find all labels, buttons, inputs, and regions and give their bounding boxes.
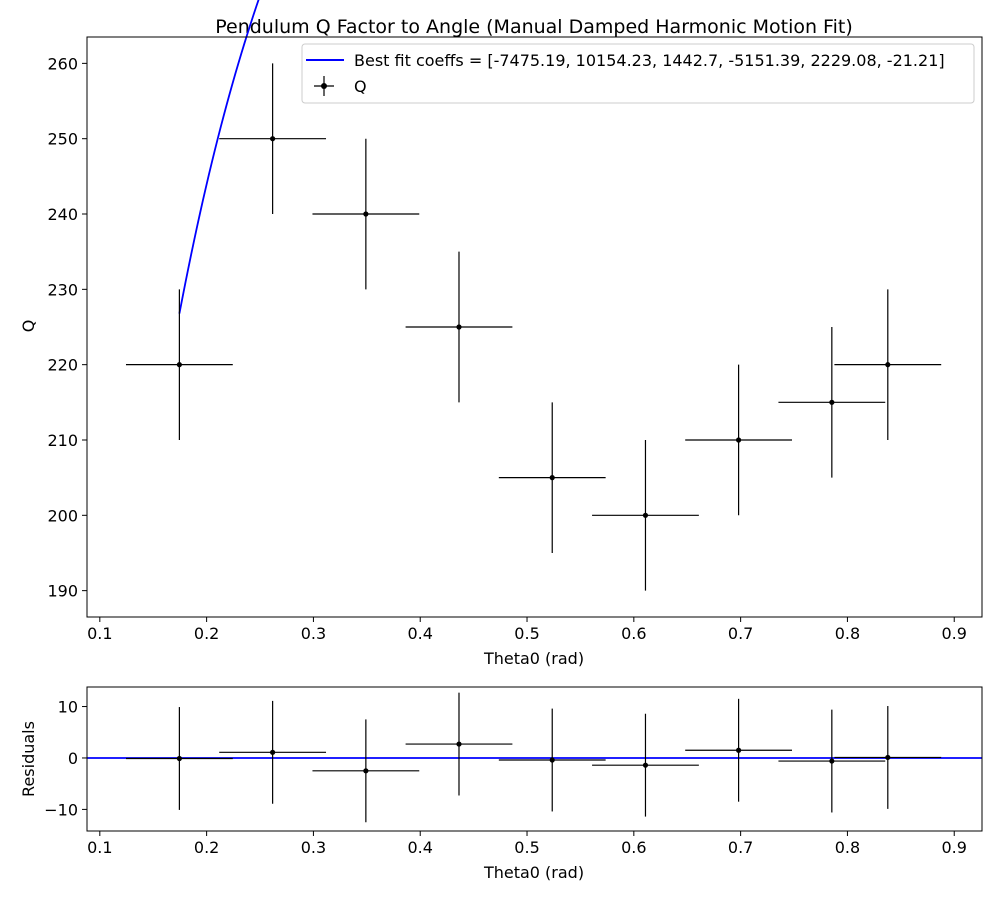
residual-data-point: [363, 768, 369, 774]
main-x-tick-label: 0.3: [301, 624, 326, 643]
residual-tick-group: 0.1 0.2 0.3 0.4 0.5 0.6 0.7 0.8 0.9 −10 0 10: [44, 698, 967, 857]
residual-data-point: [270, 749, 276, 755]
main-plot-area: [125, 0, 942, 591]
legend: Best fit coeffs = [-7475.19, 10154.23, 1…: [301, 43, 975, 104]
residual-data-point: [829, 758, 835, 764]
main-data-point: [885, 362, 891, 368]
main-axes-frame: [86, 36, 983, 618]
main-x-tick-label: 0.9: [942, 624, 967, 643]
main-data-point: [456, 324, 462, 330]
main-data-point: [176, 362, 182, 368]
legend-errorbar-marker-icon: [314, 76, 334, 96]
main-tick-group: 0.1 0.2 0.3 0.4 0.5 0.6 0.7 0.8 0.9 190 200 210 220 2…: [47, 54, 967, 643]
main-x-tick-label: 0.7: [728, 624, 753, 643]
residual-x-tick-label: 0.2: [194, 838, 219, 857]
main-y-tick-label: 220: [47, 356, 78, 375]
legend-series-label: Q: [354, 77, 367, 96]
residual-data-point: [885, 754, 891, 761]
main-x-tick-label: 0.5: [514, 624, 539, 643]
residual-data-point: [549, 757, 555, 763]
main-x-tick-label: 0.8: [835, 624, 860, 643]
chart-title: Pendulum Q Factor to Angle (Manual Dampe…: [215, 16, 853, 38]
residual-plot-area: [87, 692, 982, 823]
main-y-tick-label: 250: [47, 130, 78, 149]
residual-x-tick-label: 0.4: [407, 838, 432, 857]
residual-y-tick-label: 10: [58, 698, 78, 717]
main-x-tick-label: 0.4: [407, 624, 432, 643]
legend-frame: [301, 43, 975, 104]
residual-data-point: [456, 741, 462, 747]
main-data-point: [735, 437, 742, 443]
main-x-tick-label: 0.2: [194, 624, 219, 643]
main-y-tick-label: 210: [47, 431, 78, 450]
residual-x-axis-label: Theta0 (rad): [483, 863, 584, 882]
main-data-point: [270, 136, 276, 142]
main-x-tick-label: 0.6: [621, 624, 646, 643]
residual-data-point: [735, 747, 742, 753]
main-y-tick-label: 260: [47, 54, 78, 73]
residual-x-tick-label: 0.3: [301, 838, 326, 857]
residual-x-tick-label: 0.9: [942, 838, 967, 857]
main-y-tick-label: 200: [47, 506, 78, 525]
main-data-point: [363, 211, 369, 217]
residual-x-tick-label: 0.8: [835, 838, 860, 857]
residual-panel: Residuals Theta0 (rad) 0.1 0.2 0.3 0.4 0.5 0.…: [19, 686, 983, 882]
main-y-tick-label: 190: [47, 582, 78, 601]
main-data-point: [549, 475, 555, 481]
legend-fit-label: Best fit coeffs = [-7475.19, 10154.23, 1…: [354, 51, 945, 70]
main-y-tick-label: 230: [47, 280, 78, 299]
residual-x-tick-label: 0.6: [621, 838, 646, 857]
residual-data-point: [642, 762, 649, 768]
main-x-axis-label: Theta0 (rad): [483, 649, 584, 668]
main-y-tick-label: 240: [47, 205, 78, 224]
residual-x-tick-label: 0.7: [728, 838, 753, 857]
main-x-tick-label: 0.1: [87, 624, 112, 643]
residual-axes-frame: [86, 686, 983, 832]
residual-y-axis-label: Residuals: [19, 721, 38, 797]
main-panel: Pendulum Q Factor to Angle (Manual Dampe…: [19, 0, 983, 668]
residual-x-tick-label: 0.5: [514, 838, 539, 857]
main-data-point: [642, 512, 649, 518]
residual-y-tick-label: −10: [44, 800, 78, 819]
residual-y-tick-label: 0: [68, 749, 78, 768]
residual-data-point: [176, 755, 182, 762]
main-y-axis-label: Q: [19, 320, 38, 333]
main-data-point: [829, 399, 835, 405]
residual-x-tick-label: 0.1: [87, 838, 112, 857]
